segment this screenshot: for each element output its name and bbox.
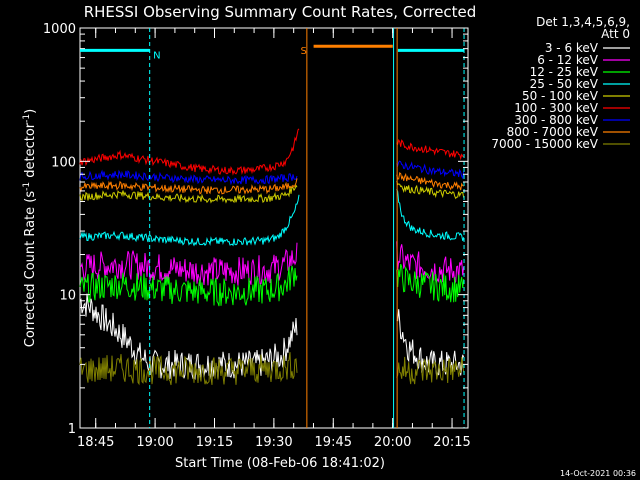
series-4 [79,180,465,204]
series-line [79,293,298,381]
x-axis-label: Start Time (08-Feb-06 18:41:02) [175,456,385,471]
annotation-label: S [301,46,307,57]
series-7 [79,171,464,195]
y-tick-label: 10 [59,289,76,304]
y-axis-label-sup1: -1 [22,182,32,191]
legend-entry-label: 3 - 6 keV [545,41,599,55]
series-1 [79,241,465,286]
series-line [79,242,298,286]
series-line [396,356,465,385]
y-tick-label: 1 [68,422,76,437]
series-3 [79,188,465,247]
series-5 [79,128,464,176]
legend-entry-label: 50 - 100 keV [522,89,599,103]
timestamp: 14-Oct-2021 00:36 [560,469,636,478]
y-axis-label-end: ) [23,109,38,114]
chart-title: RHESSI Observing Summary Count Rates, Co… [84,3,477,21]
series-line [79,352,298,386]
series-line [396,188,465,241]
y-axis: 1 10 100 1000 [43,22,468,437]
series-2 [79,263,465,307]
legend-header-line1: Det 1,3,4,5,6,9, [536,15,630,29]
legend-entry-label: 6 - 12 keV [537,53,599,67]
legend-header-line2: Att 0 [601,27,630,41]
series-6 [79,160,465,186]
x-tick-label: 19:45 [315,435,352,450]
series-line [79,194,300,247]
series-line [396,160,465,180]
legend-entry-label: 12 - 25 keV [530,65,599,79]
series-line [79,169,298,186]
annotation-label: N [153,50,160,61]
series-line [396,171,464,191]
series-line [79,184,298,204]
series-line [396,263,465,303]
y-axis-label-main: Corrected Count Rate (s [23,191,38,348]
series-line [79,178,298,195]
y-tick-label: 1000 [43,22,76,37]
x-tick-label: 20:15 [433,435,470,450]
legend-entry-label: 7000 - 15000 keV [491,137,598,151]
series-line [396,138,464,161]
series-line [396,241,465,285]
y-axis-label: Corrected Count Rate (s-1 detector-1) [22,109,38,347]
x-tick-label: 20:00 [374,435,411,450]
series-line [79,128,300,176]
x-tick-label: 19:15 [196,435,233,450]
x-tick-label: 18:45 [77,435,114,450]
series-line [79,265,298,307]
y-tick-label: 100 [51,155,76,170]
y-axis-label-mid: detector [23,122,38,182]
legend-entry-label: 300 - 800 keV [514,113,598,127]
x-tick-label: 19:30 [255,435,292,450]
x-axis: 18:45 19:00 19:15 19:30 19:45 20:00 20:15 [77,28,471,450]
legend-entry-label: 800 - 7000 keV [507,125,599,139]
series-8 [79,352,465,386]
legend-entry-label: 25 - 50 keV [530,77,599,91]
x-tick-label: 19:00 [136,435,173,450]
series-line [396,180,465,200]
legend-entry-label: 100 - 300 keV [514,101,598,115]
y-axis-label-sup2: -1 [22,114,32,123]
